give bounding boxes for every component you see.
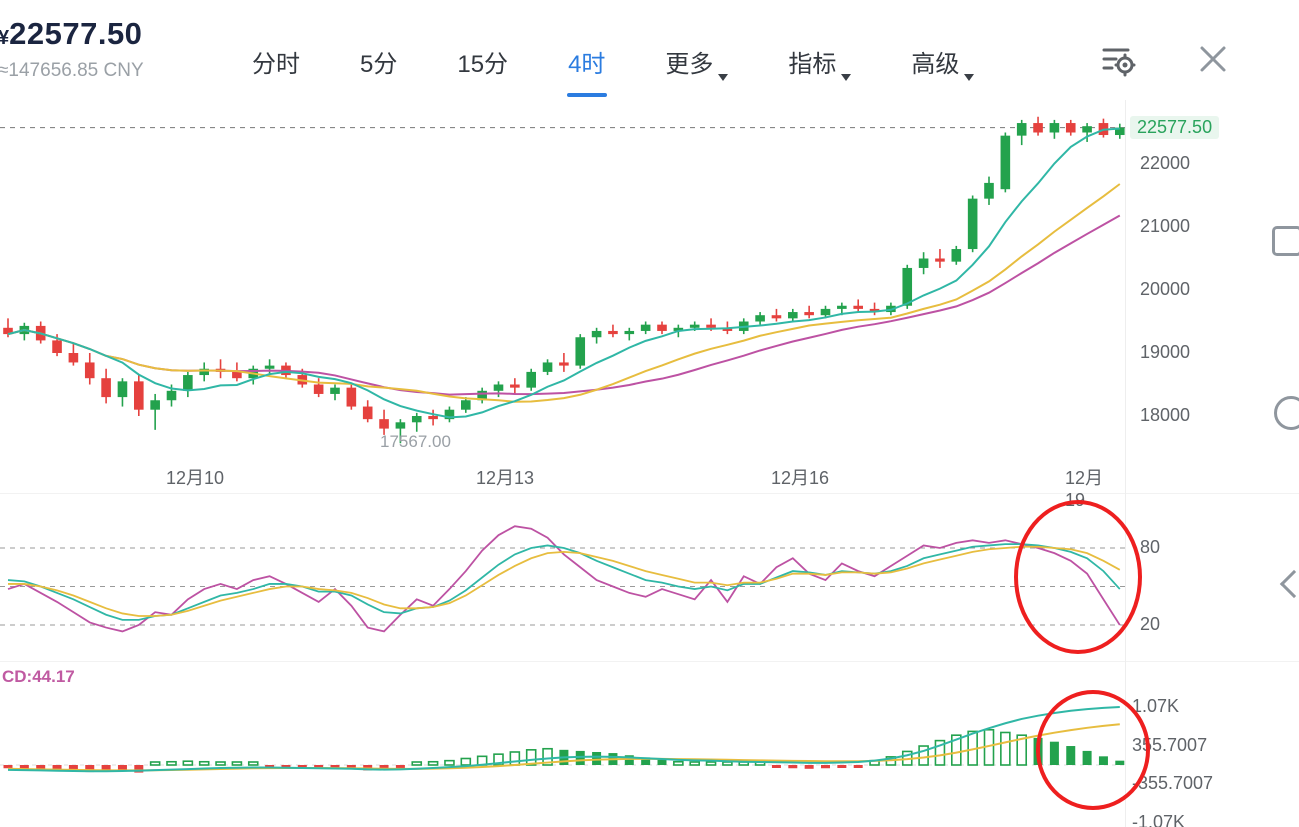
tab-label: 高级: [911, 51, 960, 78]
tab-15min[interactable]: 15分: [457, 44, 508, 79]
tab-5min[interactable]: 5分: [360, 44, 397, 79]
time-axis-label: 12月13: [475, 468, 535, 488]
indicator-settings-icon[interactable]: [1098, 40, 1138, 85]
macd-axis-label: 1.07K: [1132, 696, 1180, 716]
time-axis-label: 12月16: [770, 468, 830, 488]
macd-axis-label: -1.07K: [1132, 811, 1186, 827]
price-axis-label: 22000: [1140, 153, 1191, 173]
chevron-down-icon: [964, 74, 975, 81]
price-block: ¥22577.50 ≈147656.85 CNY: [0, 16, 144, 82]
timeframe-tabs: 分时 5分 15分 4时 更多 指标 高级: [252, 44, 975, 81]
price-axis-label: 20000: [1140, 279, 1191, 299]
currency-symbol: ¥: [0, 27, 10, 49]
tab-label: 指标: [788, 51, 837, 78]
oscillator-axis-label: 80: [1140, 537, 1161, 557]
tab-label: 分时: [252, 51, 300, 78]
price-cny: ≈147656.85 CNY: [0, 60, 144, 81]
annotation-circle-oscillator: [1014, 500, 1142, 654]
axis-separator: [1125, 100, 1126, 827]
back-chevron-icon[interactable]: [1279, 569, 1299, 599]
time-axis: 12月10 12月13 12月16 12月19: [0, 464, 1125, 510]
close-icon[interactable]: [1196, 42, 1230, 81]
macd-axis-label: 355.7007: [1132, 734, 1208, 755]
tab-timeshare[interactable]: 分时: [252, 44, 300, 79]
macd-value-label: CD:44.17: [2, 667, 75, 686]
macd-axis-label: -355.7007: [1132, 773, 1214, 794]
home-icon[interactable]: [1274, 396, 1299, 430]
panel-separator: [0, 493, 1299, 494]
main-price-chart[interactable]: [0, 100, 1125, 460]
chevron-down-icon: [718, 74, 729, 81]
time-axis-label: 12月10: [165, 468, 225, 488]
oscillator-axis-label: 20: [1140, 613, 1161, 634]
price-axis-label: 18000: [1140, 405, 1191, 425]
last-price-tag: 22577.50: [1130, 116, 1220, 139]
tab-label: 更多: [665, 51, 714, 78]
tab-4hour[interactable]: 4时: [568, 44, 605, 79]
oscillator-chart[interactable]: [0, 497, 1125, 663]
low-price-label: 17567.00: [380, 432, 451, 451]
macd-chart[interactable]: [0, 663, 1125, 827]
recents-icon[interactable]: [1272, 226, 1299, 256]
price-axis-label: 19000: [1140, 342, 1191, 362]
current-price: 22577.50: [9, 16, 143, 51]
tab-label: 15分: [457, 51, 509, 78]
price-axis-label: 21000: [1140, 216, 1191, 236]
panel-separator: [0, 661, 1299, 662]
chevron-down-icon: [841, 74, 852, 81]
tab-indicators[interactable]: 指标: [788, 44, 852, 81]
tab-more[interactable]: 更多: [665, 44, 729, 81]
annotation-circle-macd: [1036, 690, 1150, 810]
tab-label: 5分: [360, 51, 398, 78]
tab-label: 4时: [568, 51, 606, 78]
tab-advanced[interactable]: 高级: [911, 44, 975, 81]
